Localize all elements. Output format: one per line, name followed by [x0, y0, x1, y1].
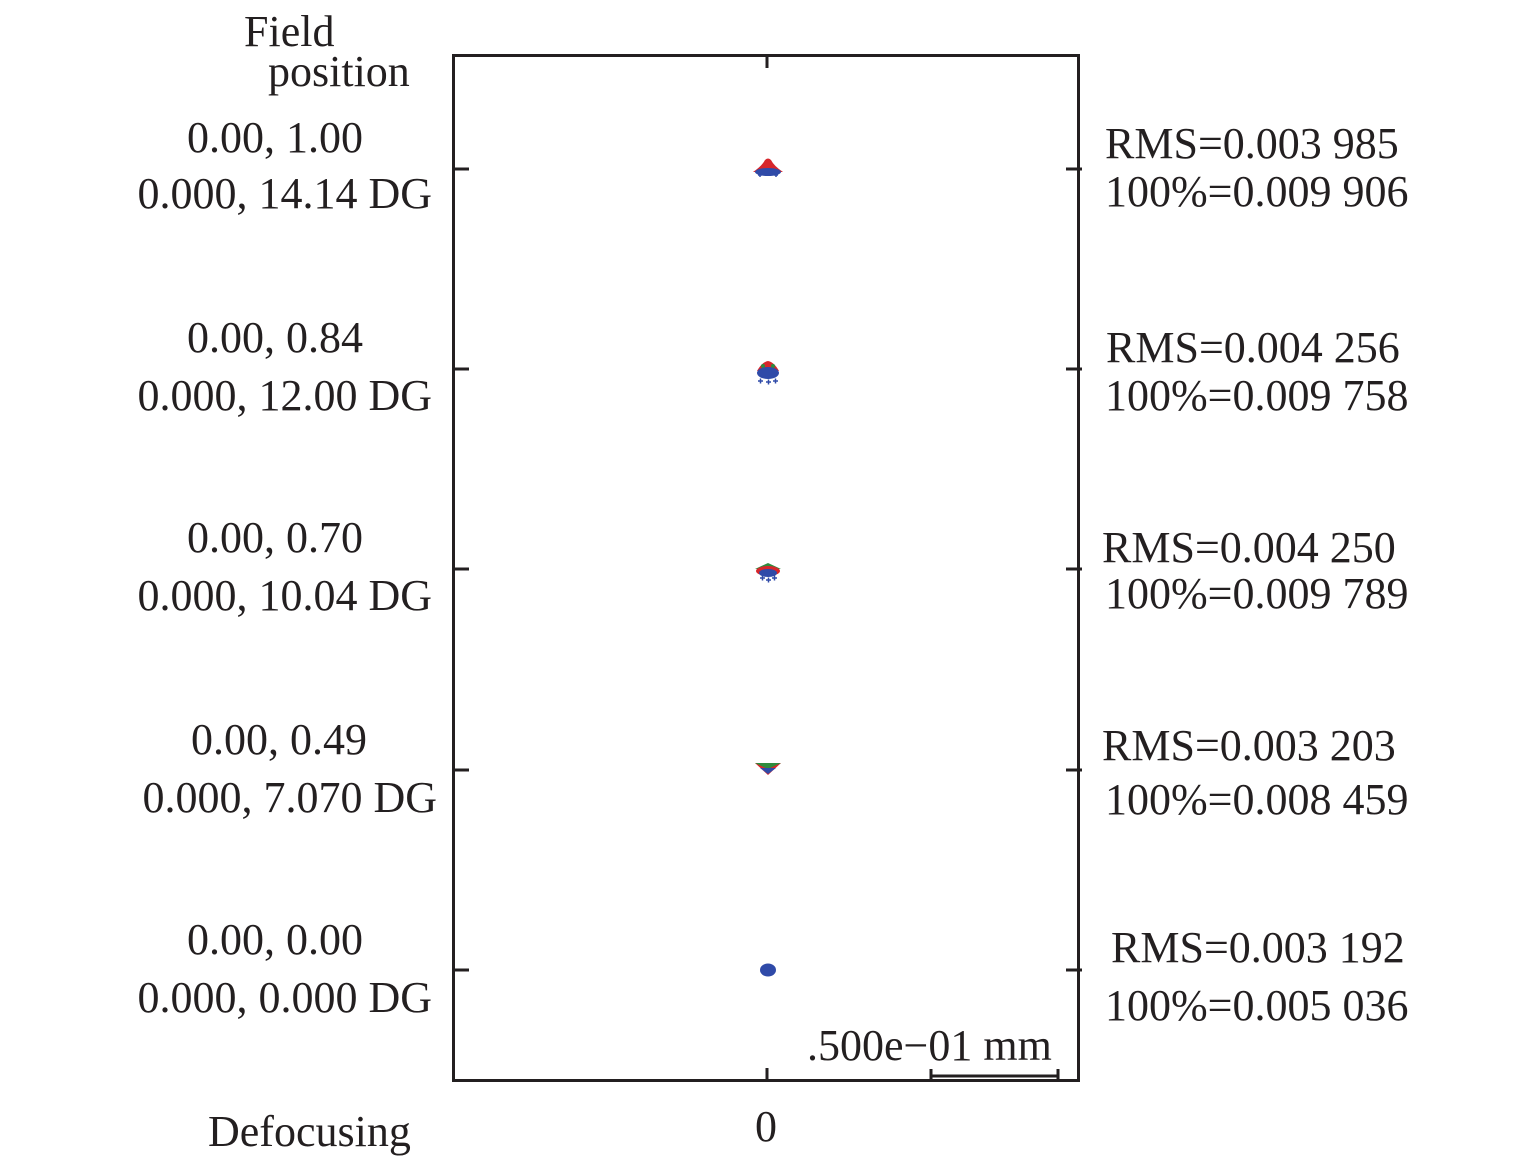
geo-radius-label: 100%=0.008 459	[1105, 775, 1409, 824]
field-rel-label: 0.00, 0.49	[191, 715, 367, 764]
spot-cluster	[755, 763, 781, 775]
header-position: position	[268, 47, 410, 96]
rms-label: RMS=0.003 985	[1105, 119, 1399, 168]
field-rel-label: 0.00, 0.84	[187, 313, 363, 362]
spot-cluster	[760, 963, 776, 977]
header-field: Field	[244, 7, 335, 56]
rms-label: RMS=0.004 256	[1106, 323, 1400, 372]
field-rel-label: 0.00, 1.00	[187, 113, 363, 162]
scale-bar-label: .500e−01 mm	[807, 1021, 1052, 1070]
field-deg-label: 0.000, 0.000 DG	[137, 973, 432, 1022]
field-rel-label: 0.00, 0.70	[187, 513, 363, 562]
field-deg-label: 0.000, 12.00 DG	[137, 371, 432, 420]
field-deg-label: 0.000, 10.04 DG	[137, 571, 432, 620]
geo-radius-label: 100%=0.009 789	[1105, 569, 1409, 618]
spot-cluster	[757, 361, 779, 385]
defocus-value: 0	[755, 1102, 777, 1151]
rms-label: RMS=0.003 192	[1111, 923, 1405, 972]
defocusing-label: Defocusing	[208, 1107, 411, 1156]
geo-radius-label: 100%=0.009 758	[1105, 371, 1409, 420]
geo-radius-label: 100%=0.009 906	[1105, 167, 1409, 216]
spot-cluster	[753, 158, 783, 177]
rms-label: RMS=0.004 250	[1102, 523, 1396, 572]
field-deg-label: 0.000, 14.14 DG	[137, 169, 432, 218]
field-rel-label: 0.00, 0.00	[187, 915, 363, 964]
geo-radius-label: 100%=0.005 036	[1105, 981, 1409, 1030]
field-deg-label: 0.000, 7.070 DG	[142, 773, 437, 822]
rms-label: RMS=0.003 203	[1102, 721, 1396, 770]
scale-bar	[929, 1069, 1060, 1082]
spot-cluster	[755, 563, 781, 583]
